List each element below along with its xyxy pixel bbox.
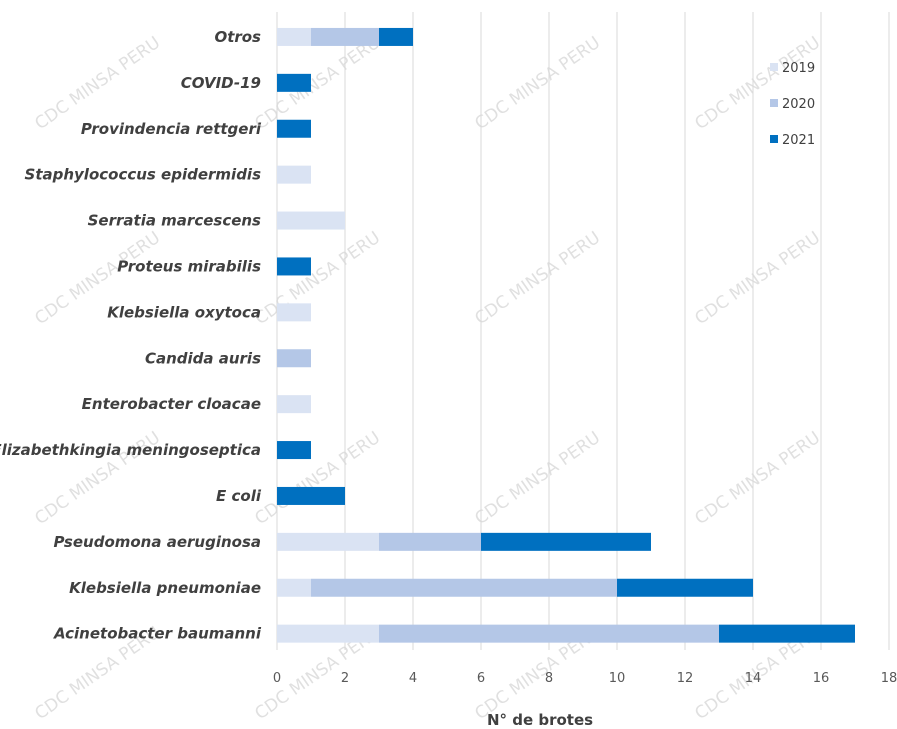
x-tick-label: 12 (677, 671, 694, 686)
x-axis-label: N° de brotes (487, 711, 593, 729)
category-label: Klebsiella pneumoniae (69, 579, 261, 597)
bar-segment-2021 (481, 532, 651, 551)
bar-segment-2021 (379, 27, 413, 46)
watermark-text: CDC MINSA PERU (691, 228, 824, 329)
bar-segment-2021 (277, 257, 311, 276)
category-label: Provindencia rettgeri (81, 120, 262, 138)
legend-label: 2019 (782, 61, 815, 76)
bar-segment-2019 (277, 27, 311, 46)
category-label: Candida auris (145, 349, 261, 367)
x-tick-label: 10 (609, 671, 626, 686)
x-tick-label: 4 (409, 671, 417, 686)
bar-segment-2020 (379, 532, 481, 551)
bar-segment-2019 (277, 395, 311, 414)
bar-segment-2020 (311, 27, 379, 46)
x-tick-label: 18 (881, 671, 897, 686)
x-tick-label: 0 (273, 671, 281, 686)
category-label: Otros (214, 28, 261, 46)
category-label: Staphylococcus epidermidis (25, 166, 262, 184)
bar-segment-2021 (277, 119, 311, 138)
bar-segment-2021 (277, 486, 345, 505)
category-label: E coli (216, 487, 262, 505)
category-label: Serratia marcescens (88, 212, 261, 230)
legend-label: 2021 (782, 133, 815, 148)
bar-segment-2019 (277, 303, 311, 322)
bar-segment-2021 (277, 73, 311, 92)
bar-segment-2020 (379, 624, 719, 643)
category-label: COVID-19 (181, 74, 261, 92)
x-tick-labels: 0 2 4 6 8 10 12 14 16 18 (273, 671, 897, 686)
watermark-text: CDC MINSA PERU (251, 428, 384, 529)
x-tick-label: 6 (477, 671, 485, 686)
category-label: Acinetobacter baumanni (53, 625, 262, 643)
watermark-text: CDC MINSA PERU (251, 228, 384, 329)
bar-segment-2019 (277, 165, 311, 184)
bar-segment-2021 (277, 441, 311, 460)
legend-swatch (770, 135, 778, 143)
bar-segment-2019 (277, 211, 345, 230)
x-tick-label: 8 (545, 671, 553, 686)
bar-segment-2019 (277, 624, 379, 643)
bars (277, 27, 855, 643)
bar-segment-2019 (277, 578, 311, 597)
watermark-text: CDC MINSA PERU (691, 428, 824, 529)
bar-segment-2021 (719, 624, 855, 643)
watermark-text: CDC MINSA PERU (471, 428, 604, 529)
bar-segment-2021 (617, 578, 753, 597)
bar-segment-2020 (277, 349, 311, 368)
legend-label: 2020 (782, 97, 815, 112)
watermark-text: CDC MINSA PERU (471, 228, 604, 329)
x-tick-label: 2 (341, 671, 349, 686)
legend: 2019 2020 2021 (770, 61, 815, 148)
x-tick-label: 16 (813, 671, 830, 686)
x-tick-label: 14 (745, 671, 762, 686)
bar-segment-2020 (311, 578, 617, 597)
category-label: Pseudomona aeruginosa (53, 533, 261, 551)
category-labels: Otros COVID-19 Provindencia rettgeri Staphy… (0, 28, 262, 643)
legend-swatch (770, 99, 778, 107)
watermark-text: CDC MINSA PERU (251, 33, 384, 134)
watermark-text: CDC MINSA PERU (691, 33, 824, 134)
bar-segment-2019 (277, 532, 379, 551)
watermark-text: CDC MINSA PERU (471, 33, 604, 134)
category-label: Proteus mirabilis (117, 257, 261, 275)
legend-swatch (770, 63, 778, 71)
category-label: Klebsiella oxytoca (107, 303, 261, 321)
category-label: Elizabethkingia meningoseptica (0, 441, 261, 459)
category-label: Enterobacter cloacae (82, 395, 261, 413)
